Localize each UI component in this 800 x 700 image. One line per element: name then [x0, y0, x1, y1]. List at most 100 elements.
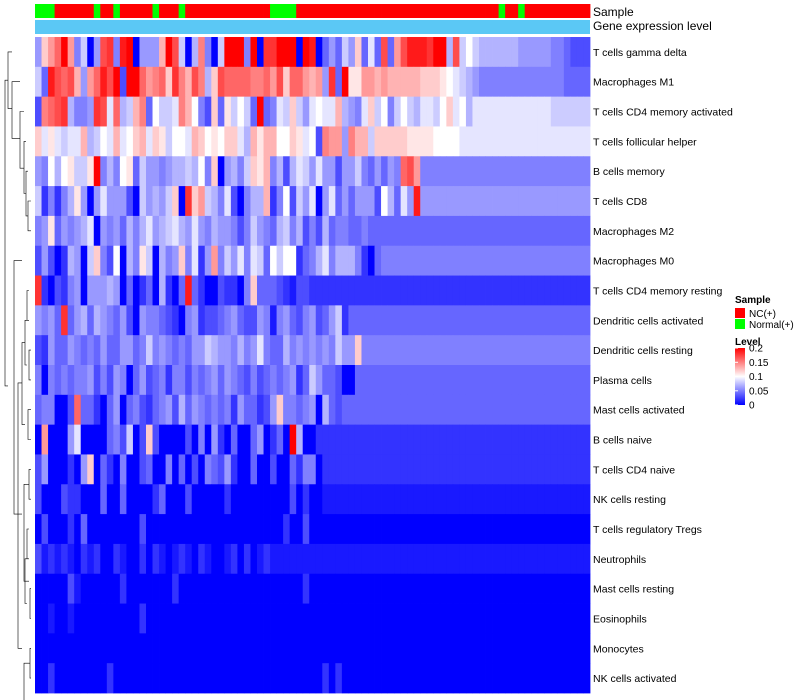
heatmap-cell [224, 96, 232, 127]
heatmap-cell [152, 305, 160, 336]
heatmap-cell [48, 365, 55, 396]
heatmap-cell [479, 514, 486, 545]
heatmap-cell [113, 603, 121, 634]
heatmap-cell [93, 454, 101, 485]
heatmap-cell [518, 245, 526, 276]
heatmap-cell [106, 215, 114, 247]
heatmap-cell [106, 603, 114, 634]
heatmap-cell [139, 186, 147, 217]
heatmap-cell [341, 96, 349, 127]
heatmap-cell [368, 633, 375, 664]
heatmap-cell [152, 543, 160, 575]
heatmap-cell [426, 365, 434, 396]
heatmap-cell [224, 245, 232, 276]
heatmap-cell [452, 573, 460, 604]
heatmap-cell [100, 514, 108, 545]
heatmap-cell [217, 66, 225, 98]
heatmap-cell [309, 186, 317, 217]
heatmap-cell [126, 543, 134, 575]
sample-annotation-cell [159, 4, 166, 18]
heatmap-cell [309, 96, 317, 127]
heatmap-cell [198, 305, 206, 336]
heatmap-cell [126, 603, 134, 634]
heatmap-cell [211, 156, 219, 187]
heatmap-cell [41, 335, 49, 366]
heatmap-cell [570, 66, 578, 98]
heatmap-cell [407, 215, 415, 247]
heatmap-cell [420, 454, 428, 485]
heatmap-cell [446, 484, 454, 515]
heatmap-cell [315, 633, 323, 664]
heatmap-cell [146, 305, 153, 336]
heatmap-cell [283, 484, 291, 515]
heatmap-cell [374, 37, 382, 68]
heatmap-cell [237, 305, 245, 336]
heatmap-cell [48, 424, 55, 455]
heatmap-cell [159, 573, 166, 604]
heatmap-cell [250, 573, 258, 604]
heatmap-cell [309, 156, 317, 187]
heatmap-cell [394, 66, 402, 98]
heatmap-cell [328, 156, 336, 187]
heatmap-cell [413, 215, 421, 247]
heatmap-cell [341, 126, 349, 157]
heatmap-cell [100, 245, 108, 276]
heatmap-cell [439, 126, 447, 157]
heatmap-cell [191, 424, 199, 455]
heatmap-cell [146, 186, 153, 217]
heatmap-cell [511, 424, 519, 455]
heatmap-cell [315, 275, 323, 306]
heatmap-cell [374, 484, 382, 515]
heatmap-cell [531, 37, 539, 68]
heatmap-cell [87, 484, 95, 515]
heatmap-cell [113, 305, 121, 336]
heatmap-cell [479, 126, 486, 157]
heatmap-cell [446, 365, 454, 396]
heatmap-cell [439, 394, 447, 426]
heatmap-cell [289, 454, 297, 485]
heatmap-cell [413, 245, 421, 276]
heatmap-cell [583, 335, 591, 366]
heatmap-cell [48, 156, 55, 187]
heatmap-cell [48, 275, 55, 306]
heatmap-cell [315, 96, 323, 127]
heatmap-cell [93, 663, 101, 694]
heatmap-cell [61, 275, 69, 306]
heatmap-cell [126, 514, 134, 545]
heatmap-cell [237, 275, 245, 306]
heatmap-cell [576, 156, 584, 187]
heatmap-cell [87, 543, 95, 575]
heatmap-cell [230, 126, 238, 157]
heatmap-cell [479, 156, 486, 187]
heatmap-cell [400, 335, 408, 366]
heatmap-cell [185, 156, 193, 187]
heatmap-cell [217, 514, 225, 545]
heatmap-cell [224, 514, 232, 545]
heatmap-cell [257, 424, 264, 455]
heatmap-cell [296, 156, 304, 187]
legend-tick-label: 0.1 [749, 372, 763, 383]
sample-annotation-cell [74, 4, 82, 18]
sample-annotation-cell [563, 4, 571, 18]
heatmap-cell [243, 305, 251, 336]
heatmap-cell [465, 215, 473, 247]
heatmap-cell [191, 275, 199, 306]
heatmap-cell [257, 335, 264, 366]
row-label: Mast cells activated [593, 405, 685, 417]
heatmap-cell [583, 573, 591, 604]
heatmap-cell [270, 663, 277, 694]
heatmap-cell [165, 365, 173, 396]
heatmap-cell [531, 156, 539, 187]
heatmap-cell [172, 365, 180, 396]
heatmap-cell [152, 663, 160, 694]
heatmap-cell [341, 484, 349, 515]
heatmap-cell [400, 215, 408, 247]
heatmap-cell [361, 66, 369, 98]
heatmap-cell [54, 156, 62, 187]
heatmap-cell [492, 365, 499, 396]
heatmap-cell [413, 424, 421, 455]
heatmap-cell [41, 394, 49, 426]
heatmap-cell [374, 365, 382, 396]
heatmap-cell [54, 96, 62, 127]
heatmap-cell [237, 126, 245, 157]
